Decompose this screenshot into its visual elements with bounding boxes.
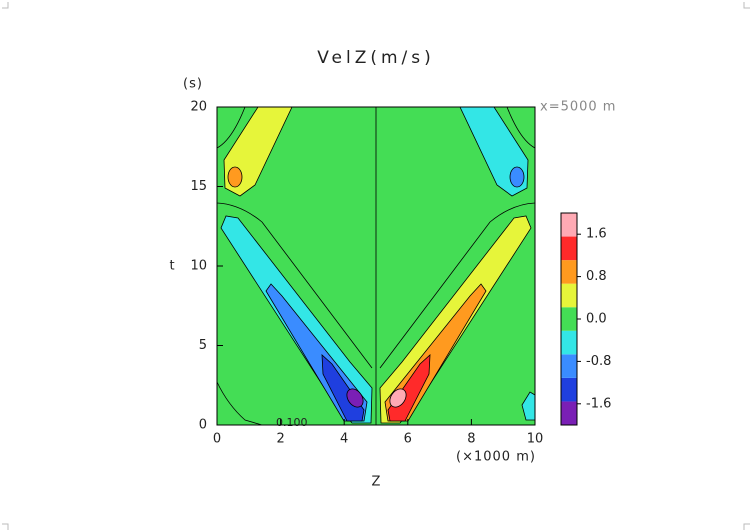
- colorbar-band: [561, 236, 577, 261]
- colorbar-tick-label: -1.6: [586, 396, 611, 411]
- y-tick-label: 0: [199, 418, 207, 433]
- x-unit: (×1000 m): [456, 450, 536, 465]
- colorbar-band: [561, 283, 577, 308]
- x-tick-label: 10: [527, 432, 544, 447]
- contour-region: [346, 388, 364, 408]
- x-tick-label: 6: [404, 432, 412, 447]
- y-tick-label: 10: [190, 259, 207, 274]
- contour-line: [216, 106, 536, 426]
- colorbar-band: [561, 260, 577, 284]
- x-tick-label: 0: [213, 432, 221, 447]
- colorbar-band: [561, 354, 577, 378]
- colorbar-tick-label: 0.0: [586, 312, 607, 327]
- colorbar-tick-label: -0.8: [586, 354, 611, 369]
- colorbar-tick-label: 0.8: [586, 269, 607, 284]
- colorbar-band: [561, 213, 577, 237]
- x-axis-label: Z: [372, 475, 381, 490]
- y-tick-label: 20: [190, 100, 207, 115]
- colorbar-band: [561, 377, 577, 402]
- contour-region: [227, 166, 243, 188]
- x-tick-label: 4: [340, 432, 348, 447]
- chart-title: VelZ(m/s): [317, 48, 435, 68]
- contour-region: [389, 388, 407, 408]
- annotation: x=5000 m: [540, 100, 616, 115]
- y-axis-label: t: [169, 259, 174, 274]
- contour-label: 0.100: [276, 416, 308, 429]
- colorbar-band: [561, 307, 577, 331]
- y-unit: (s): [183, 77, 203, 92]
- x-tick-label: 8: [467, 432, 475, 447]
- colorbar-band: [561, 330, 577, 355]
- contour-field: [216, 106, 536, 426]
- colorbar-band: [561, 401, 577, 425]
- colorbar-tick-label: 1.6: [586, 227, 607, 242]
- y-tick-label: 15: [190, 179, 207, 194]
- contour-region: [509, 166, 525, 188]
- x-tick-label: 2: [276, 432, 284, 447]
- y-tick-label: 5: [199, 338, 207, 353]
